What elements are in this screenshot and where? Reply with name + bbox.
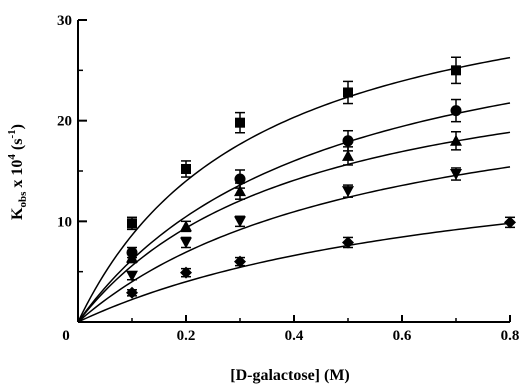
circle-marker xyxy=(450,105,462,117)
diamond-marker xyxy=(504,216,516,229)
data-point-s1 xyxy=(451,56,461,85)
circle-marker xyxy=(342,135,354,147)
triangle-up-marker xyxy=(180,220,192,232)
fit-curve-3 xyxy=(77,131,511,323)
data-point-s5 xyxy=(126,286,138,299)
data-point-s2 xyxy=(234,169,246,189)
data-point-s5 xyxy=(504,216,516,229)
data-point-s4 xyxy=(126,270,138,282)
triangle-down-marker xyxy=(180,237,192,249)
data-point-s2 xyxy=(450,98,462,123)
x-tick-label: 0.4 xyxy=(285,328,304,344)
square-marker xyxy=(127,218,137,229)
y-label-unit-exp: -1 xyxy=(6,129,18,138)
triangle-up-marker xyxy=(126,251,138,263)
data-point-s3 xyxy=(234,182,246,200)
x-origin-label: 0 xyxy=(62,328,70,344)
triangle-down-marker xyxy=(126,270,138,282)
y-label-mult: x 10 xyxy=(9,160,26,192)
x-axis-label: [D-galactose] (M) xyxy=(230,367,350,384)
y-tick-label: 20 xyxy=(57,114,72,130)
triangle-up-marker xyxy=(450,134,462,146)
diamond-marker xyxy=(126,286,138,299)
y-label-k: K xyxy=(9,207,26,220)
y-tick-label: 30 xyxy=(57,13,72,29)
ticks: 0.2 0.4 0.6 0.8 10 20 30 xyxy=(57,13,519,344)
circle-marker xyxy=(234,173,246,185)
diamond-marker xyxy=(234,255,246,268)
data-point-s1 xyxy=(181,160,191,178)
data-point-s4 xyxy=(234,215,246,228)
diamond-marker xyxy=(342,236,354,249)
triangle-up-marker xyxy=(342,149,354,161)
fit-curve-5 xyxy=(77,222,511,323)
fit-curve-1 xyxy=(77,56,511,323)
y-label-exp: 4 xyxy=(6,154,18,160)
triangle-down-marker xyxy=(450,169,462,181)
fit-curve-4 xyxy=(77,166,511,323)
x-tick-label: 0.2 xyxy=(177,328,196,344)
x-tick-label: 0.6 xyxy=(393,328,412,344)
data-point-s5 xyxy=(180,266,192,279)
y-label-unit: (s xyxy=(9,139,26,155)
y-label-sub: obs xyxy=(17,191,29,208)
square-marker xyxy=(451,65,461,76)
y-axis-label: Kobs x 104 (s-1) xyxy=(6,124,29,220)
data-point-s4 xyxy=(342,184,354,198)
data-point-s3 xyxy=(180,220,192,233)
fit-curve-2 xyxy=(77,102,511,323)
data-point-s1 xyxy=(343,80,353,105)
y-label-close: ) xyxy=(9,124,26,129)
data-point-s1 xyxy=(235,111,245,134)
data-point-s3 xyxy=(450,130,462,151)
axes xyxy=(77,20,510,323)
fit-curves xyxy=(77,56,511,323)
data-point-s3 xyxy=(126,251,138,264)
x-tick-label: 0.8 xyxy=(501,328,520,344)
triangle-down-marker xyxy=(342,186,354,198)
triangle-up-marker xyxy=(234,185,246,197)
square-marker xyxy=(235,117,245,128)
data-point-s3 xyxy=(342,146,354,166)
square-marker xyxy=(181,163,191,174)
y-tick-label: 10 xyxy=(57,214,72,230)
data-point-s5 xyxy=(342,236,354,249)
data-point-s4 xyxy=(450,167,462,181)
data-points xyxy=(126,56,516,299)
data-point-s4 xyxy=(180,236,192,249)
diamond-marker xyxy=(180,266,192,279)
data-point-s5 xyxy=(234,255,246,268)
data-point-s1 xyxy=(127,216,137,231)
square-marker xyxy=(343,87,353,98)
triangle-down-marker xyxy=(234,216,246,228)
